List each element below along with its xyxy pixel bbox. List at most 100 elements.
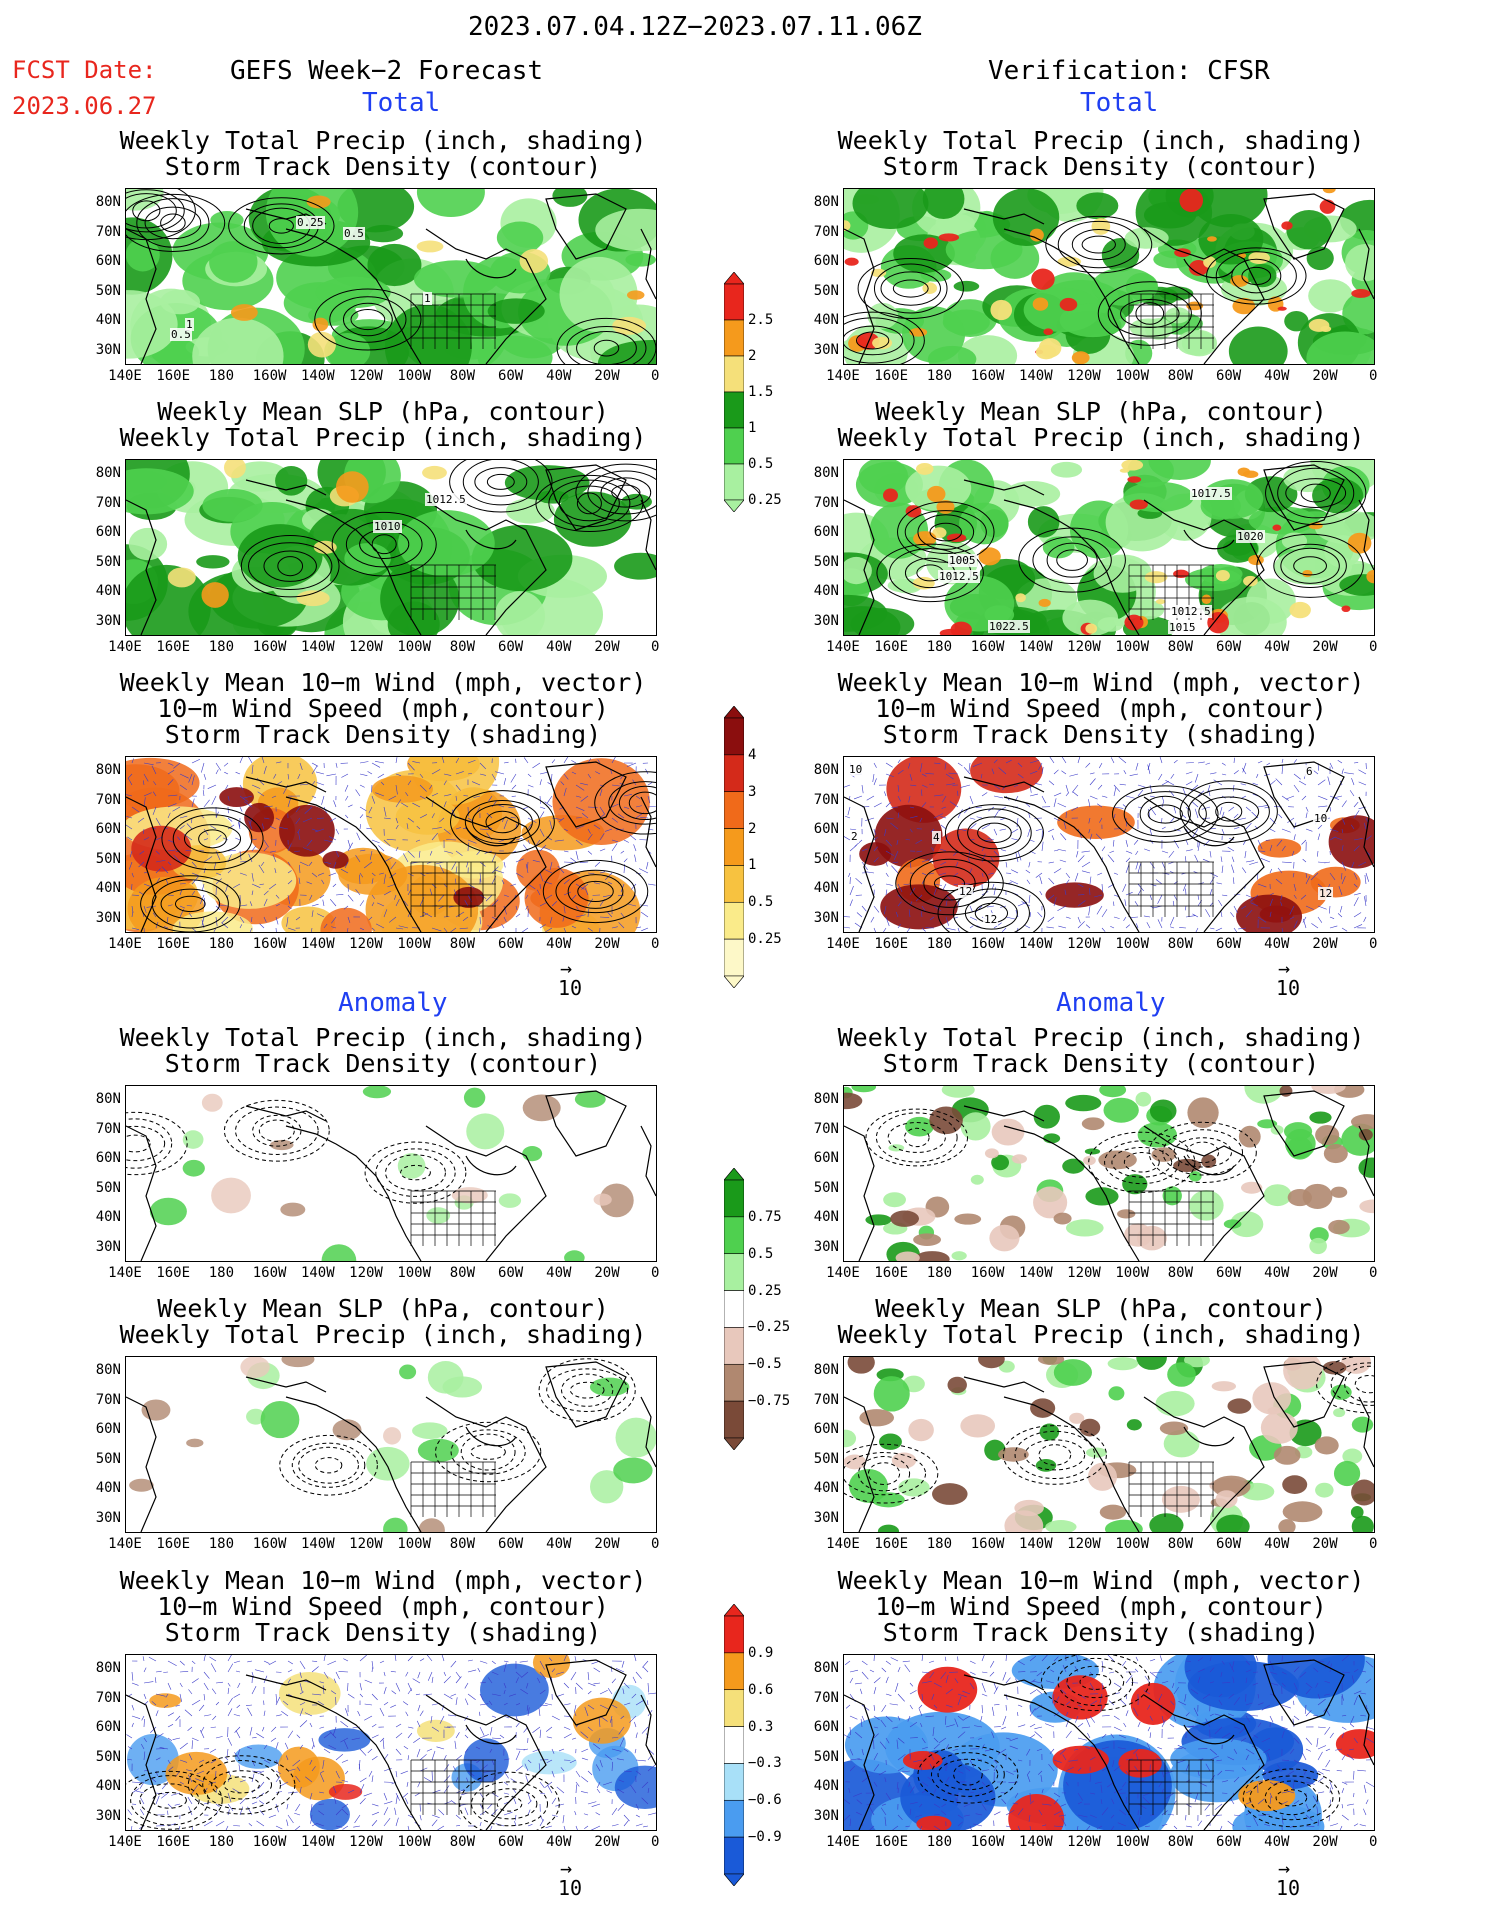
verif-anom-wind-lon-label: 140E [826,1834,860,1850]
fcst-total-slp-lon-label: 0 [650,639,660,655]
verif-total-precip-lon-label: 160E [874,368,909,384]
verif-total-wind-lat-label: 40N [813,880,839,896]
fcst-anom-slp-title-line-1: Weekly Mean SLP (hPa, contour) [157,1294,609,1323]
fcst-total-precip-lon-label: 20W [594,368,620,384]
verif-anom-wind-lon-label: 140W [1018,1834,1053,1850]
verif-total-wind-map-plot [844,757,1374,932]
fcst-anom-wind-lon-label: 20W [594,1834,620,1850]
verif-anom-slp-lat-label: 70N [813,1391,839,1408]
verif-total-precip-title-line-1: Weekly Total Precip (inch, shading) [837,126,1365,155]
verif-anom-slp-lon-label: 120W [1067,1536,1101,1552]
verif-total-slp-lon-label: 20W [1312,639,1338,655]
fcst-anom-precip-map [125,1085,657,1262]
verif-total-wind-lat-label: 70N [813,791,839,808]
right-anomaly-label: Anomaly [1056,988,1166,1018]
fcst-anom-precip-lon-label: 100W [397,1265,432,1281]
fcst-anom-wind-lon-label: 160E [156,1834,191,1850]
fcst-total-precip-lat-label: 80N [95,194,121,210]
fcst-anom-slp-lon-label: 160E [156,1536,191,1552]
contour-label: 1012.5 [938,570,980,583]
verif-anom-precip-lon-label: 140W [1018,1265,1053,1281]
fcst-anom-slp-title-line-2: Weekly Total Precip (inch, shading) [119,1320,647,1349]
verif-anom-wind-lat-label: 30N [813,1807,839,1824]
vector-scale-arrow-icon: → [1278,1856,1291,1880]
fcst-total-slp-lat-label: 30N [95,612,121,629]
contour-label: 0.25 [296,216,325,229]
fcst-anom-precip-lat-label: 40N [95,1209,121,1225]
verif-total-precip-title-line-2: Storm Track Density (contour) [882,152,1320,181]
verif-anom-slp-lon-label: 160W [970,1536,1005,1552]
verif-anom-slp-lon-label: 140W [1018,1536,1053,1552]
colorbar-precip-total-label: 2 [748,348,757,364]
verif-total-slp-lon-label: 180 [926,639,953,655]
verif-anom-slp-lon-label: 100W [1115,1536,1150,1552]
fcst-anom-precip-lon-label: 180 [208,1265,235,1281]
fcst-anom-wind-lon-label: 120W [349,1834,383,1850]
fcst-total-precip-lon-label: 180 [208,368,235,384]
verif-anom-slp-map [843,1356,1375,1533]
verif-total-precip-lat-label: 70N [813,223,839,240]
verif-total-wind-title-line-1: Weekly Mean 10−m Wind (mph, vector) [837,668,1365,697]
verif-total-precip-lon-label: 160W [970,368,1005,384]
fcst-anom-slp-lat-label: 30N [95,1509,121,1526]
fcst-anom-slp-lat-label: 50N [95,1450,121,1467]
colorbar-storm-anom-label: 0.6 [748,1681,774,1698]
verif-total-slp-title-line-1: Weekly Mean SLP (hPa, contour) [875,397,1327,426]
verif-anom-wind-lon-label: 160E [874,1834,909,1850]
colorbar-storm-anom-label: 0.9 [748,1644,774,1661]
verif-total-slp-lon-label: 140E [826,639,860,655]
fcst-anom-slp-lon-label: 160W [252,1536,287,1552]
fcst-total-wind-lon-label: 160E [156,936,191,952]
fcst-anom-slp-lat-label: 80N [95,1362,121,1378]
verif-anom-wind-lat-label: 80N [813,1660,839,1676]
verif-anom-precip-lon-label: 40W [1264,1265,1290,1281]
fcst-anom-precip-lon-label: 40W [546,1265,572,1281]
colorbar-precip-total-label: 1 [748,420,757,436]
colorbar-precip-total-label: 0.5 [748,456,774,472]
fcst-total-wind-lat-label: 70N [95,791,121,808]
fcst-anom-wind-lon-label: 40W [546,1834,572,1850]
contour-label: 2 [850,830,859,843]
verif-anom-slp-lat-label: 60N [813,1421,839,1437]
left-total-label: Total [362,88,441,118]
fcst-anom-slp-lon-label: 120W [349,1536,383,1552]
vector-scale-label: 10 [558,976,583,1000]
verif-anom-slp-lon-label: 20W [1312,1536,1338,1552]
contour-label: 12 [958,885,974,898]
verif-anom-precip-title-line-2: Storm Track Density (contour) [882,1049,1320,1078]
verif-anom-wind-map-plot [844,1655,1374,1830]
contour-label: 1022.5 [988,620,1030,633]
fcst-anom-slp-lon-label: 0 [650,1536,660,1552]
verif-anom-precip-lon-label: 160W [970,1265,1005,1281]
verif-total-precip-lon-label: 100W [1115,368,1150,384]
vector-scale-label: 10 [1276,976,1301,1000]
colorbar-precip-anom-label: −0.25 [748,1319,791,1336]
verif-anom-wind-title-line-1: Weekly Mean 10−m Wind (mph, vector) [837,1566,1365,1595]
fcst-total-slp-lat-label: 40N [95,583,121,599]
fcst-total-wind-lon-label: 180 [208,936,235,952]
fcst-anom-precip-lon-label: 160E [156,1265,191,1281]
date-range-title: 2023.07.04.12Z−2023.07.11.06Z [468,12,922,42]
verif-total-precip-map-plot [844,189,1374,364]
fcst-anom-precip-lat-label: 80N [95,1091,121,1107]
contour-label: 1005 [948,554,977,567]
vector-scale-arrow-icon: → [560,956,573,980]
fcst-total-wind-map [125,756,657,933]
fcst-anom-precip-lon-label: 140W [300,1265,335,1281]
fcst-anom-wind-map [125,1654,657,1831]
fcst-anom-precip-lon-label: 140E [108,1265,142,1281]
fcst-anom-wind-lat-label: 80N [95,1660,121,1676]
verif-total-slp-lon-label: 120W [1067,639,1101,655]
fcst-total-wind-title-line-3: Storm Track Density (shading) [164,720,602,749]
verif-total-slp-lon-label: 100W [1115,639,1150,655]
verif-total-precip-lon-label: 40W [1264,368,1290,384]
verif-total-slp-map-plot [844,460,1374,635]
fcst-total-slp-map-plot [126,460,656,635]
fcst-total-precip-lat-label: 40N [95,312,121,328]
verif-total-precip-lat-label: 30N [813,341,839,358]
verif-anom-wind-lon-label: 20W [1312,1834,1338,1850]
colorbar-storm-total-label: 1 [748,857,757,874]
fcst-total-slp-lat-label: 70N [95,494,121,511]
verif-total-slp-lon-label: 140W [1018,639,1053,655]
fcst-total-wind-lon-label: 0 [650,936,660,952]
